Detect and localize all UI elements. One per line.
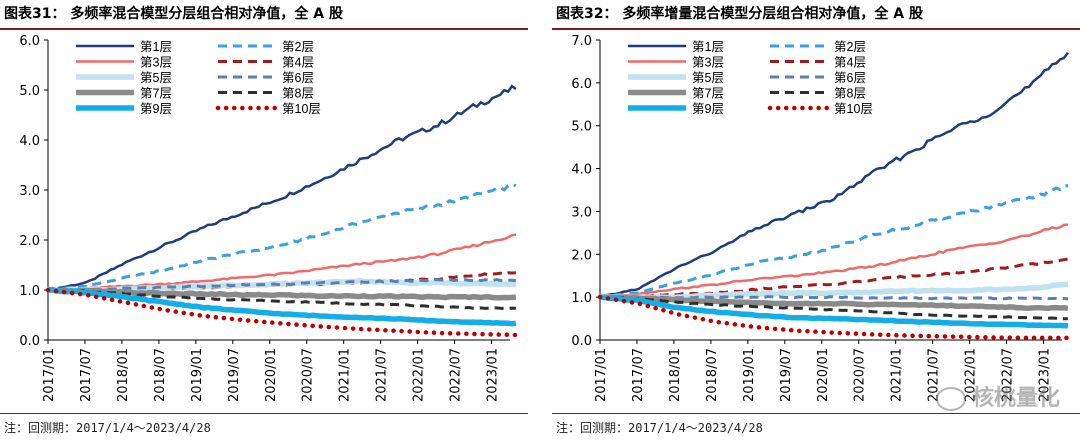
- watermark-text: 核桃量化: [971, 386, 1060, 411]
- x-tick-label: 2022/07: [449, 348, 464, 402]
- series-line-10: [45, 287, 519, 338]
- x-tick-label: 2023/01: [1038, 348, 1053, 402]
- legend-label: 第2层: [282, 40, 314, 54]
- y-tick-label: 0.0: [571, 334, 592, 349]
- x-tick-label: 2019/01: [742, 348, 757, 402]
- legend-label: 第1层: [692, 40, 724, 54]
- y-tick-label: 2.0: [19, 234, 40, 249]
- y-tick-label: 6.0: [571, 77, 592, 92]
- x-tick-label: 2018/07: [705, 348, 720, 402]
- legend-label: 第6层: [282, 71, 314, 85]
- y-tick-label: 4.0: [571, 163, 592, 178]
- x-tick-label: 2020/07: [301, 348, 316, 402]
- legend-label: 第6层: [834, 71, 866, 85]
- figure-title: 图表31： 多频率混合模型分层组合相对净值，全 A 股: [4, 6, 343, 22]
- x-tick-label: 2020/07: [853, 348, 868, 402]
- y-tick-label: 3.0: [19, 184, 40, 199]
- series-line-9: [47, 286, 517, 327]
- series-line-6: [47, 277, 517, 293]
- x-tick-label: 2017/07: [79, 348, 94, 402]
- title-divider: [0, 28, 528, 30]
- legend-label: 第2层: [834, 40, 866, 54]
- y-tick-label: 2.0: [571, 248, 592, 263]
- x-tick-label: 2019/07: [779, 348, 794, 402]
- y-tick-label: 3.0: [571, 205, 592, 220]
- chart-panel-right: 图表32： 多频率增量混合模型分层组合相对净值，全 A 股 0.0 1.0 2.0 3…: [552, 0, 1080, 442]
- series-line-3: [600, 223, 1069, 299]
- series-line-1: [599, 51, 1069, 299]
- x-tick-label: 2023/01: [486, 348, 501, 402]
- y-tick-label: 5.0: [19, 84, 40, 99]
- x-tick-label: 2019/01: [190, 348, 205, 402]
- y-tick-label: 1.0: [571, 291, 592, 306]
- legend-label: 第8层: [282, 87, 314, 101]
- series-line-1: [47, 84, 517, 292]
- series-line-2: [47, 182, 517, 292]
- legend-label: 第4层: [834, 56, 866, 70]
- wechat-icon: [935, 387, 966, 411]
- series-line-2: [599, 183, 1069, 299]
- series-line-7: [47, 286, 517, 301]
- legend-label: 第8层: [834, 87, 866, 101]
- legend-label: 第5层: [140, 71, 172, 85]
- x-tick-label: 2021/07: [375, 348, 390, 402]
- legend-label: 第3层: [692, 56, 724, 70]
- series-line-8: [599, 295, 1068, 321]
- x-tick-label: 2019/07: [227, 348, 242, 402]
- x-tick-label: 2021/07: [927, 348, 942, 402]
- y-tick-label: 7.0: [571, 34, 592, 49]
- x-tick-label: 2017/01: [42, 348, 57, 402]
- y-tick-label: 4.0: [19, 134, 40, 149]
- y-tick-label: 5.0: [571, 120, 592, 135]
- x-tick-label: 2021/01: [338, 348, 353, 402]
- line-chart: 0.0 1.0 2.0 3.0 4.0 5.0 6.0 2017/01 2017/07 2018/…: [19, 34, 519, 402]
- series-line-9: [599, 294, 1069, 329]
- y-tick-label: 1.0: [19, 284, 40, 299]
- legend-label: 第7层: [692, 87, 724, 101]
- backtest-note: 注：回测期：2017/1/4～2023/4/28: [556, 421, 763, 435]
- legend-label: 第4层: [282, 56, 314, 70]
- title-divider: [552, 28, 1080, 30]
- legend-label: 第10层: [834, 102, 873, 116]
- x-tick-label: 2018/01: [668, 348, 683, 402]
- line-chart: 0.0 1.0 2.0 3.0 4.0 5.0 6.0 7.0 2017/01 2017/07 20…: [571, 34, 1071, 402]
- x-tick-label: 2020/01: [264, 348, 279, 402]
- x-tick-label: 2017/01: [594, 348, 609, 402]
- x-tick-label: 2018/01: [116, 348, 131, 402]
- x-tick-label: 2017/07: [631, 348, 646, 402]
- legend-label: 第5层: [692, 71, 724, 85]
- x-tick-label: 2021/01: [890, 348, 905, 402]
- note-divider: [552, 413, 1080, 414]
- x-tick-label: 2022/07: [1001, 348, 1016, 402]
- legend-label: 第9层: [692, 102, 724, 116]
- legend-label: 第9层: [140, 102, 172, 116]
- figure-title: 图表32： 多频率增量混合模型分层组合相对净值，全 A 股: [556, 6, 923, 22]
- note-divider: [0, 413, 528, 414]
- x-tick-label: 2018/07: [153, 348, 168, 402]
- legend-label: 第1层: [140, 40, 172, 54]
- x-tick-label: 2022/01: [964, 348, 979, 402]
- x-tick-label: 2020/01: [816, 348, 831, 402]
- series-line-10: [597, 294, 1071, 341]
- legend-label: 第3层: [140, 56, 172, 70]
- series-line-7: [599, 294, 1069, 312]
- backtest-note: 注：回测期：2017/1/4～2023/4/28: [4, 421, 211, 435]
- legend-label: 第10层: [282, 102, 321, 116]
- y-tick-label: 6.0: [19, 34, 40, 49]
- watermark: 核桃量化: [935, 380, 1060, 412]
- x-tick-label: 2022/01: [412, 348, 427, 402]
- y-tick-label: 0.0: [19, 334, 40, 349]
- chart-panel-left: 图表31： 多频率混合模型分层组合相对净值，全 A 股 0.0 1.0 2.0 3.0…: [0, 0, 528, 442]
- legend-label: 第7层: [140, 87, 172, 101]
